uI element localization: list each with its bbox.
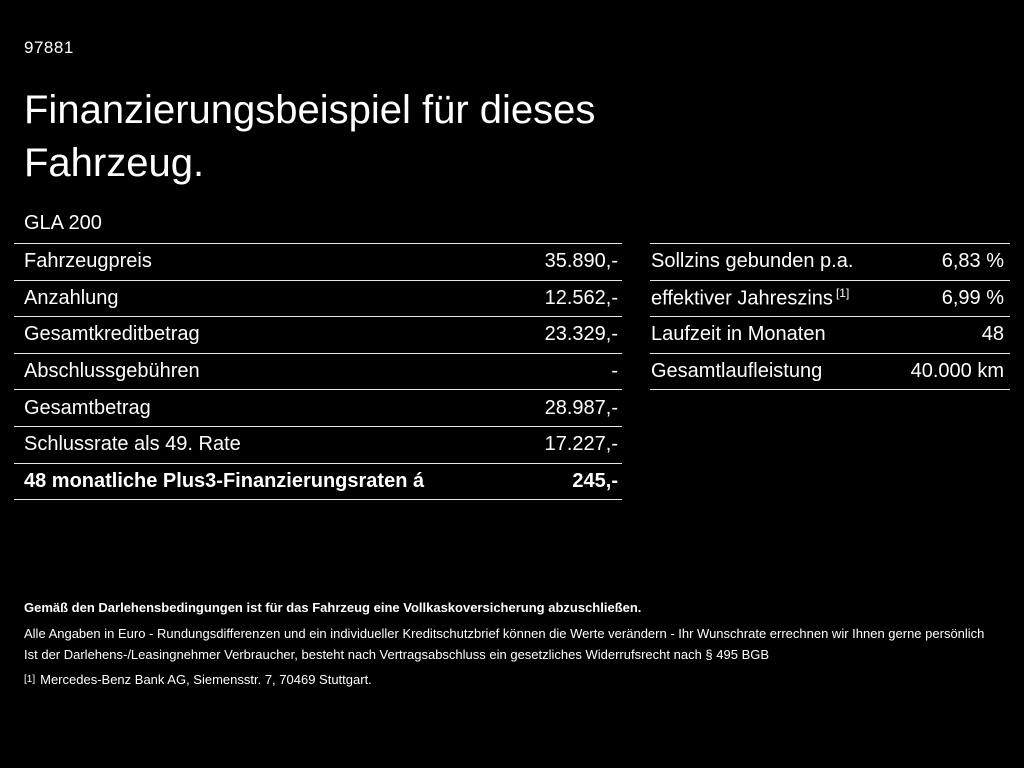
table-row: Abschlussgebühren - bbox=[14, 352, 622, 390]
footnote-text: Mercedes-Benz Bank AG, Siemensstr. 7, 70… bbox=[40, 672, 372, 687]
row-label: Gesamtbetrag bbox=[24, 396, 151, 419]
row-label-text: effektiver Jahreszins bbox=[651, 287, 833, 310]
table-row: Laufzeit in Monaten 48 bbox=[650, 316, 1010, 353]
table-row: Gesamtbetrag 28.987,- bbox=[14, 389, 622, 426]
table-row: Anzahlung 12.562,- bbox=[14, 279, 622, 317]
footer-disclaimer-2: Ist der Darlehens-/Leasingnehmer Verbrau… bbox=[24, 647, 770, 662]
row-label: effektiver Jahreszins [1] bbox=[651, 286, 849, 311]
row-value: 28.987,- bbox=[544, 396, 618, 419]
table-row: Gesamtlaufleistung 40.000 km bbox=[650, 352, 1010, 390]
table-row: Gesamtkreditbetrag 23.329,- bbox=[14, 316, 622, 353]
page-title-line-2: Fahrzeug. bbox=[24, 141, 205, 185]
row-value: - bbox=[611, 360, 618, 383]
row-label: Anzahlung bbox=[24, 286, 119, 309]
footer-insurance-note: Gemäß den Darlehensbedingungen ist für d… bbox=[24, 600, 642, 615]
financing-table: Fahrzeugpreis 35.890,- Anzahlung 12.562,… bbox=[14, 243, 622, 501]
page-title-line-1: Finanzierungsbeispiel für dieses bbox=[24, 88, 596, 132]
row-value: 35.890,- bbox=[544, 250, 618, 273]
row-value: 40.000 km bbox=[910, 360, 1004, 383]
row-label: Abschlussgebühren bbox=[24, 360, 200, 383]
row-label: Sollzins gebunden p.a. bbox=[651, 250, 854, 273]
row-value: 23.329,- bbox=[544, 323, 618, 346]
conditions-table: Sollzins gebunden p.a. 6,83 % effektiver… bbox=[650, 243, 1010, 391]
table-row: Fahrzeugpreis 35.890,- bbox=[14, 243, 622, 280]
row-label: Laufzeit in Monaten bbox=[651, 323, 826, 346]
row-value: 17.227,- bbox=[544, 433, 618, 456]
table-row: Schlussrate als 49. Rate 17.227,- bbox=[14, 425, 622, 463]
legal-footer: Gemäß den Darlehensbedingungen ist für d… bbox=[24, 600, 1010, 688]
footnote-reference: [1] bbox=[835, 286, 850, 301]
row-value: 6,99 % bbox=[941, 286, 1004, 309]
table-row: Sollzins gebunden p.a. 6,83 % bbox=[650, 243, 1010, 280]
row-label: Gesamtkreditbetrag bbox=[24, 323, 200, 346]
row-label: Gesamtlaufleistung bbox=[651, 360, 823, 383]
row-value: 12.562,- bbox=[544, 286, 618, 309]
page-title: Finanzierungsbeispiel für dieses Fahrzeu… bbox=[24, 84, 595, 190]
row-value: 245,- bbox=[572, 469, 618, 492]
footer-disclaimer-1: Alle Angaben in Euro - Rundungsdifferenz… bbox=[24, 626, 985, 641]
row-label: Schlussrate als 49. Rate bbox=[24, 433, 241, 456]
table-row-monthly-rate: 48 monatliche Plus3-Finanzierungsraten á… bbox=[14, 462, 622, 500]
vehicle-model: GLA 200 bbox=[24, 212, 102, 234]
footnote-marker: [1] bbox=[24, 674, 36, 685]
document-number: 97881 bbox=[24, 38, 74, 57]
table-row: effektiver Jahreszins [1] 6,99 % bbox=[650, 279, 1010, 317]
row-value: 6,83 % bbox=[941, 250, 1004, 273]
footer-footnote: [1] Mercedes-Benz Bank AG, Siemensstr. 7,… bbox=[24, 672, 1010, 688]
row-value: 48 bbox=[981, 323, 1004, 346]
row-label: 48 monatliche Plus3-Finanzierungsraten á bbox=[24, 469, 425, 492]
row-label: Fahrzeugpreis bbox=[24, 250, 152, 273]
